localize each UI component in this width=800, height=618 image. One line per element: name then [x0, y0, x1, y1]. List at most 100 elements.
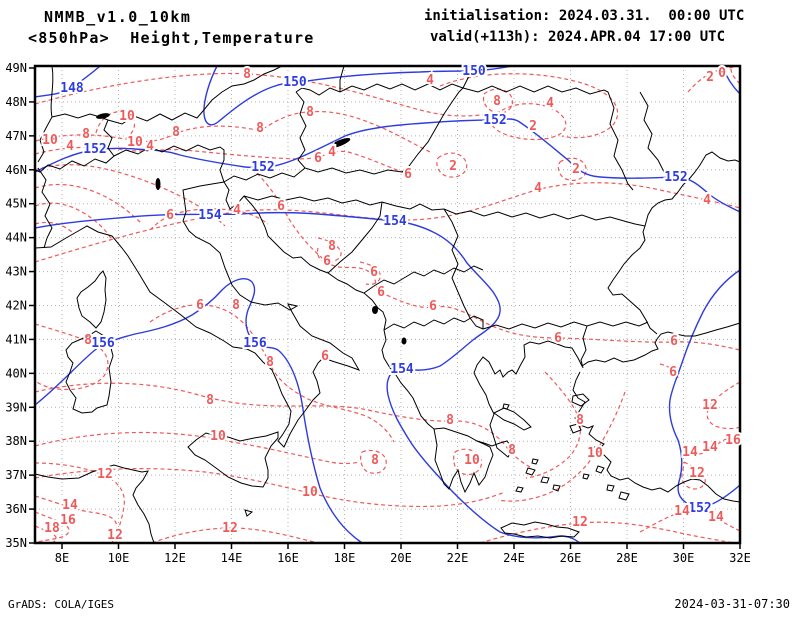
- lat-tick-label: 42N: [5, 299, 27, 313]
- coastlines-borders: [34, 65, 741, 544]
- temperature-contour-label: 6: [321, 349, 329, 364]
- temperature-contour-label: 2: [529, 119, 537, 134]
- height-contour-label: 152: [664, 170, 687, 185]
- temperature-contour-label: 8: [256, 121, 264, 136]
- temperature-contour-label: 10: [119, 109, 135, 124]
- lon-tick-label: 14E: [221, 551, 243, 565]
- temperature-contour-label: 2: [449, 159, 457, 174]
- temperature-contour-label: 10: [42, 133, 58, 148]
- temperature-contour-label: 10: [587, 446, 603, 461]
- temperature-contour-label: 14: [682, 445, 698, 460]
- height-contour-label: 156: [243, 336, 267, 351]
- lon-tick-label: 32E: [729, 551, 751, 565]
- lon-tick-label: 24E: [503, 551, 525, 565]
- temperature-contour-label: 10: [302, 485, 318, 500]
- temperature-contour-label: 8: [82, 127, 90, 142]
- temperature-contour-label: 6: [404, 167, 412, 182]
- temperature-contour-label: 10: [127, 135, 143, 150]
- temperature-contour-label: 8: [371, 453, 379, 468]
- lat-tick-label: 47N: [5, 129, 27, 143]
- lon-tick-label: 8E: [55, 551, 69, 565]
- height-contour-label: 150: [283, 75, 307, 90]
- temperature-contour-label: 16: [60, 513, 76, 528]
- temperature-contour-label: 6: [314, 151, 322, 166]
- temperature-contour-label: 6: [429, 299, 437, 314]
- height-contour-label: 154: [390, 362, 414, 377]
- lon-tick-label: 30E: [673, 551, 695, 565]
- lat-tick-label: 44N: [5, 231, 27, 245]
- temperature-contour-label: 4: [146, 139, 154, 154]
- lon-tick-label: 10E: [108, 551, 130, 565]
- temperature-contour-label: 4: [328, 145, 336, 160]
- lat-tick-label: 49N: [5, 61, 27, 75]
- temperature-contour-label: 6: [554, 331, 562, 346]
- temperature-contour-label: 6: [669, 365, 677, 380]
- temperature-contour-label: 18: [44, 521, 60, 536]
- lat-tick-label: 39N: [5, 400, 27, 414]
- height-contour-label: 152: [251, 160, 274, 175]
- temperature-contour-label: 12: [97, 467, 113, 482]
- temperature-contour-label: 8: [172, 125, 180, 140]
- temperature-contour-label: 8: [306, 105, 314, 120]
- grads-credit: GrADS: COLA/IGES: [8, 598, 114, 611]
- lon-tick-label: 28E: [616, 551, 638, 565]
- temperature-contour-label: 10: [464, 453, 480, 468]
- temperature-contour-label: 8: [266, 355, 274, 370]
- temperature-contour-label: 4: [546, 96, 554, 111]
- temperature-contour-label: 8: [206, 393, 214, 408]
- lon-tick-label: 22E: [447, 551, 469, 565]
- temperature-contour-label: 4: [426, 73, 434, 88]
- lat-tick-label: 40N: [5, 366, 27, 380]
- temperature-contour-label: 8: [576, 413, 584, 428]
- lon-tick-label: 12E: [164, 551, 186, 565]
- lat-tick-label: 35N: [5, 536, 27, 550]
- temperature-contour-label: 6: [323, 254, 331, 269]
- lon-tick-label: 26E: [560, 551, 582, 565]
- field-title: <850hPa> Height,Temperature: [28, 29, 315, 47]
- temperature-contour-label: 0: [718, 66, 726, 81]
- temperature-contour-label: 6: [370, 265, 378, 280]
- lat-tick-label: 36N: [5, 502, 27, 516]
- height-contour-label: 154: [198, 208, 222, 223]
- temperature-contour-label: 8: [243, 67, 251, 82]
- height-contour-label: 148: [60, 81, 84, 96]
- temperature-contour-label: 2: [706, 70, 714, 85]
- axis-and-contour-labels: 8E 10E 12E 14E 16E 18E 20E 22E 24E 26E 28E 30E 32E 49…: [5, 61, 751, 565]
- height-contour-label: 150: [462, 64, 486, 79]
- lat-tick-label: 37N: [5, 468, 27, 482]
- temperature-contour-label: 4: [703, 193, 711, 208]
- temperature-contour-label: 2: [572, 162, 580, 177]
- height-contour-label: 154: [383, 214, 407, 229]
- temperature-contour-label: 12: [702, 398, 718, 413]
- temperature-contour-label: 12: [572, 515, 588, 530]
- height-contour-label: 152: [483, 113, 506, 128]
- temperature-contour-label: 4: [534, 181, 542, 196]
- temperature-contour-label: 8: [446, 413, 454, 428]
- temperature-contour-label: 8: [232, 298, 240, 313]
- temperature-contour-label: 8: [493, 94, 501, 109]
- height-contours: [34, 65, 741, 544]
- temperature-contour-label: 8: [328, 239, 336, 254]
- init-time-label: initialisation: 2024.03.31. 00:00 UTC: [424, 8, 745, 24]
- temperature-contour-label: 14: [708, 510, 724, 525]
- temperature-contour-label: 14: [62, 498, 78, 513]
- temperature-contour-label: 6: [166, 208, 174, 223]
- map-frame: [33, 64, 742, 545]
- temperature-contour-label: 6: [670, 334, 678, 349]
- temperature-contour-label: 8: [508, 443, 516, 458]
- temperature-contour-label: 14: [674, 504, 690, 519]
- temperature-contour-label: 6: [377, 285, 385, 300]
- lat-tick-label: 41N: [5, 332, 27, 346]
- lon-tick-label: 18E: [334, 551, 356, 565]
- height-contour-label: 152: [83, 142, 106, 157]
- creation-timestamp: 2024-03-31-07:30: [674, 597, 790, 611]
- temperature-contours: [34, 65, 741, 544]
- lat-tick-label: 38N: [5, 434, 27, 448]
- lat-tick-label: 46N: [5, 163, 27, 177]
- temperature-contour-label: 12: [107, 528, 123, 543]
- lat-tick-label: 45N: [5, 197, 27, 211]
- temperature-contour-label: 16: [725, 433, 741, 448]
- temperature-contour-label: 12: [222, 521, 238, 536]
